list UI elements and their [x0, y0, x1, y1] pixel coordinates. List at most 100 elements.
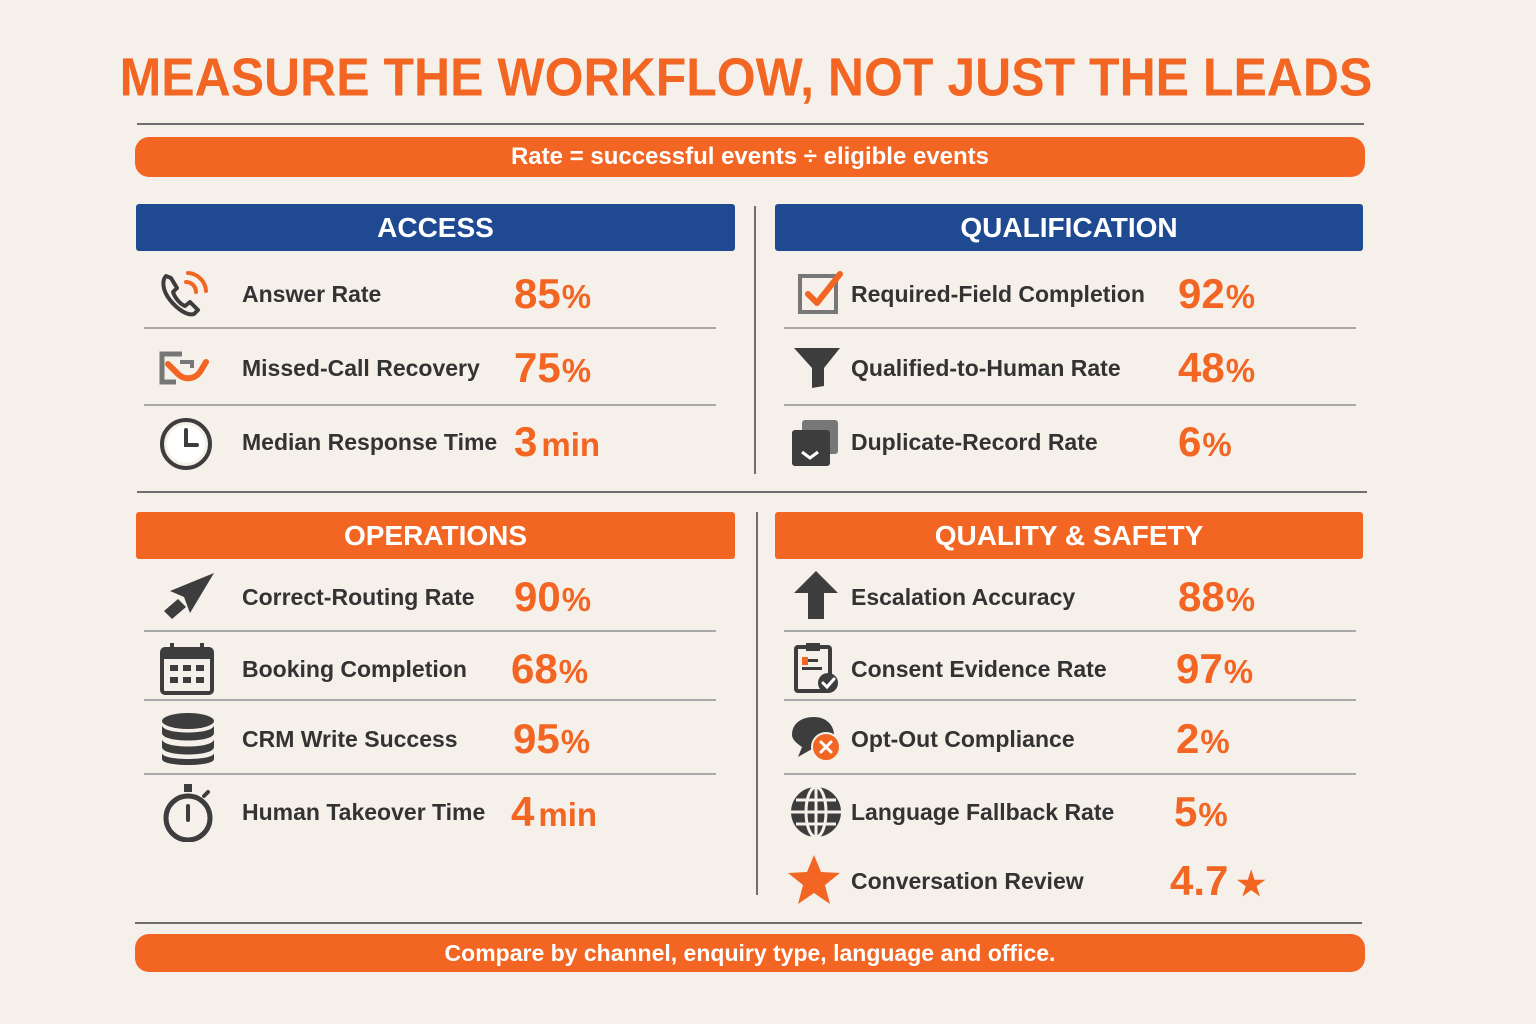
formula-text: Rate = successful events ÷ eligible even…: [510, 143, 990, 170]
clock-icon: [156, 412, 216, 472]
metric-label: Booking Completion: [242, 655, 467, 682]
metric-number: 3: [514, 418, 538, 465]
footer-text: Compare by channel, enquiry type, langua…: [444, 939, 1056, 966]
section-title-operations: OPERATIONS: [343, 519, 528, 551]
metric-value: 3 min: [514, 412, 600, 472]
metric-label: Language Fallback Rate: [851, 798, 1115, 825]
section-header-quality-safety: QUALITY & SAFETY: [775, 512, 1363, 559]
consent-clipboard-icon: [790, 639, 850, 699]
metric-number: 2: [1176, 715, 1200, 762]
column-divider-top: [754, 206, 756, 474]
metric-label: Consent Evidence Rate: [851, 655, 1107, 682]
metric-unit: %: [1225, 352, 1256, 389]
calendar-icon: [156, 639, 216, 699]
metric-unit: %: [558, 653, 589, 690]
metric-unit: %: [1225, 278, 1256, 315]
metric-unit: min: [538, 796, 598, 833]
metric-label: Answer Rate: [242, 280, 382, 307]
escalation-arrow-icon: [790, 567, 850, 627]
metric-label: CRM Write Success: [242, 725, 458, 752]
metric-value: 75%: [514, 338, 591, 398]
star-icon: [786, 851, 846, 911]
row-divider: [784, 773, 1356, 775]
metric-value: 90%: [514, 567, 591, 627]
metric-unit: %: [561, 581, 592, 618]
opt-out-chat-icon: [788, 709, 848, 769]
metric-value: 97%: [1176, 639, 1253, 699]
row-divider: [144, 773, 716, 775]
metric-value: 4.7 ★: [1170, 851, 1266, 911]
metric-number: 4.7: [1170, 857, 1229, 904]
metric-unit: %: [1198, 796, 1228, 833]
metric-unit: %: [560, 723, 591, 760]
metric-value: 88%: [1178, 567, 1255, 627]
metric-unit: min: [541, 426, 601, 463]
stopwatch-icon: [156, 782, 216, 842]
metric-unit: %: [561, 352, 592, 389]
row-divider: [144, 327, 716, 329]
section-header-access: ACCESS: [136, 204, 735, 251]
metric-value: 5%: [1174, 782, 1228, 842]
metric-number: 97: [1176, 645, 1223, 692]
metric-label: Duplicate-Record Rate: [851, 428, 1098, 455]
metric-number: 95: [513, 715, 560, 762]
metric-label: Conversation Review: [851, 867, 1084, 894]
metric-number: 6: [1178, 418, 1202, 465]
missed-call-recovery-icon: [156, 338, 216, 398]
metric-number: 48: [1178, 344, 1225, 391]
row-divider: [784, 327, 1356, 329]
metric-value: 85%: [514, 264, 591, 324]
metric-label: Missed-Call Recovery: [242, 354, 480, 381]
metric-number: 5: [1174, 788, 1198, 835]
phone-ringing-icon: [156, 264, 216, 324]
metric-unit: ★: [1236, 865, 1266, 902]
metric-number: 68: [511, 645, 558, 692]
metric-unit: %: [1200, 723, 1230, 760]
page-title: MEASURE THE WORKFLOW, NOT JUST THE LEADS: [119, 46, 1373, 108]
metric-value: 95%: [513, 709, 590, 769]
metric-unit: %: [561, 278, 592, 315]
section-header-operations: OPERATIONS: [136, 512, 735, 559]
metric-value: 68%: [511, 639, 588, 699]
metric-number: 4: [511, 788, 535, 835]
footer-divider: [135, 922, 1362, 924]
row-divider: [784, 699, 1356, 701]
metric-value: 92%: [1178, 264, 1255, 324]
metric-value: 6%: [1178, 412, 1232, 472]
routing-arrow-icon: [156, 567, 216, 627]
funnel-icon: [790, 338, 850, 398]
duplicate-icon: [790, 412, 850, 472]
database-icon: [156, 709, 216, 769]
metric-unit: %: [1223, 653, 1254, 690]
metric-label: Correct-Routing Rate: [242, 583, 475, 610]
row-divider: [144, 404, 716, 406]
globe-icon: [788, 782, 848, 842]
metric-number: 88: [1178, 573, 1225, 620]
section-title-quality-safety: QUALITY & SAFETY: [934, 519, 1204, 551]
footer-banner: Compare by channel, enquiry type, langua…: [135, 934, 1365, 972]
section-divider: [137, 491, 1367, 493]
row-divider: [784, 404, 1356, 406]
metric-label: Opt-Out Compliance: [851, 725, 1075, 752]
section-title-access: ACCESS: [377, 211, 494, 243]
metric-value: 4 min: [511, 782, 597, 842]
metric-number: 85: [514, 270, 561, 317]
metric-number: 90: [514, 573, 561, 620]
metric-number: 75: [514, 344, 561, 391]
metric-label: Median Response Time: [242, 428, 498, 455]
checkbox-icon: [790, 264, 850, 324]
metric-value: 48%: [1178, 338, 1255, 398]
metric-label: Human Takeover Time: [242, 798, 486, 825]
metric-unit: %: [1225, 581, 1256, 618]
title-divider: [137, 123, 1364, 125]
row-divider: [144, 630, 716, 632]
column-divider-bottom: [756, 512, 758, 895]
metric-label: Qualified-to-Human Rate: [851, 354, 1121, 381]
section-header-qualification: QUALIFICATION: [775, 204, 1363, 251]
section-title-qualification: QUALIFICATION: [960, 211, 1178, 243]
row-divider: [784, 630, 1356, 632]
metric-unit: %: [1202, 426, 1232, 463]
metric-label: Escalation Accuracy: [851, 583, 1076, 610]
formula-banner: Rate = successful events ÷ eligible even…: [135, 137, 1365, 177]
metric-value: 2%: [1176, 709, 1230, 769]
